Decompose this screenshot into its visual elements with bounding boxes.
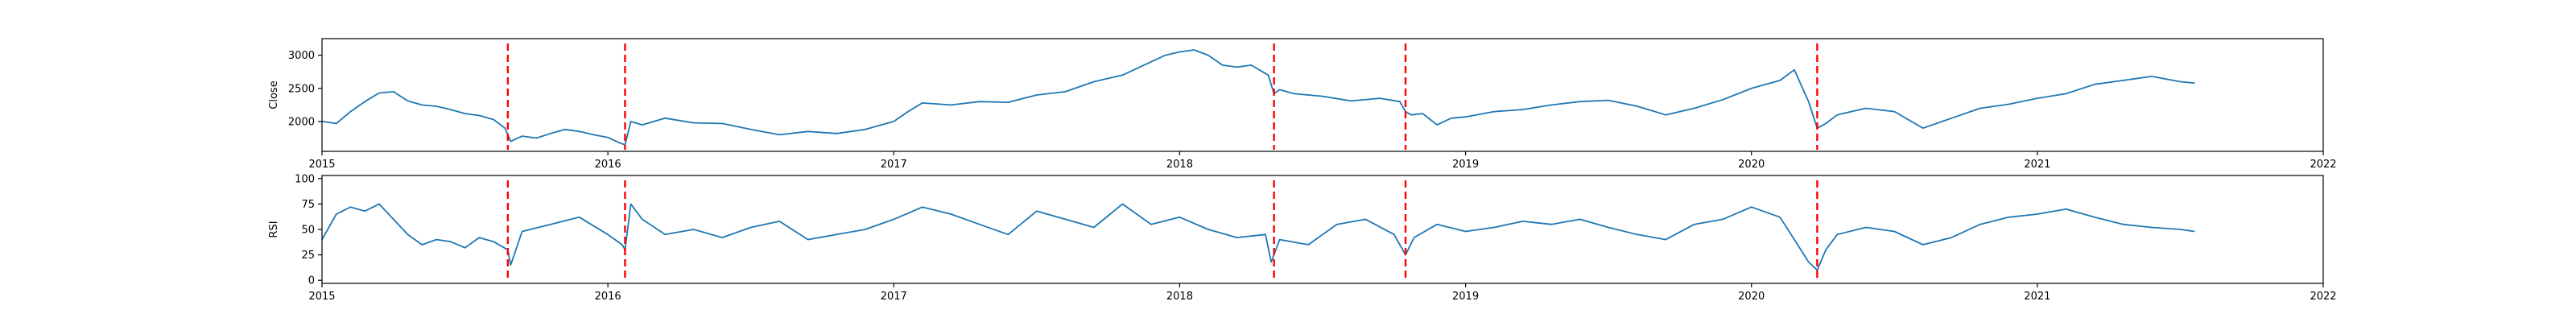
- rsi-x-tick-label-2020: 2020: [1738, 291, 1765, 303]
- rsi-x-tick-label-2015: 2015: [308, 291, 335, 303]
- rsi-series-line: [321, 203, 2195, 271]
- rsi-x-tick-label-2021: 2021: [2024, 291, 2050, 303]
- close-x-tick-label-2018: 2018: [1166, 159, 1193, 171]
- close-x-tick-label-2017: 2017: [881, 159, 907, 171]
- rsi-x-tick-label-2017: 2017: [881, 291, 907, 303]
- close-price-panel: 2015 2016 2017 2018 2019 2020 2021 2022 2000 2500…: [268, 38, 2337, 171]
- rsi-x-tick-label-2019: 2019: [1452, 291, 1479, 303]
- rsi-y-tick-label-0: 0: [308, 275, 315, 287]
- rsi-y-tick-label-50: 50: [301, 225, 315, 237]
- close-x-tick-label-2015: 2015: [308, 159, 335, 171]
- rsi-x-tick-label-2016: 2016: [595, 291, 621, 303]
- close-x-tick-label-2022: 2022: [2310, 159, 2336, 171]
- rsi-axes-frame: [321, 175, 2324, 284]
- close-y-axis-label: Close: [268, 80, 280, 109]
- rsi-y-axis-label: RSI: [268, 221, 280, 237]
- close-y-tick-label-2000: 2000: [288, 116, 315, 128]
- rsi-y-tick-label-25: 25: [301, 250, 315, 262]
- rsi-y-tick-label-75: 75: [301, 199, 315, 211]
- rsi-panel: 2015 2016 2017 2018 2019 2020 2021 2022 0 25 50 75 1…: [268, 173, 2337, 303]
- close-x-tick-label-2020: 2020: [1738, 159, 1765, 171]
- close-axes-frame: [321, 38, 2324, 152]
- rsi-x-tick-label-2018: 2018: [1166, 291, 1193, 303]
- close-x-tick-label-2019: 2019: [1452, 159, 1479, 171]
- rsi-x-tick-label-2022: 2022: [2310, 291, 2336, 303]
- close-series-line: [321, 49, 2195, 146]
- close-x-tick-label-2016: 2016: [595, 159, 621, 171]
- rsi-y-tick-label-100: 100: [295, 173, 315, 185]
- close-y-tick-label-3000: 3000: [288, 50, 315, 62]
- close-y-tick-label-2500: 2500: [288, 83, 315, 95]
- close-x-tick-label-2021: 2021: [2024, 159, 2050, 171]
